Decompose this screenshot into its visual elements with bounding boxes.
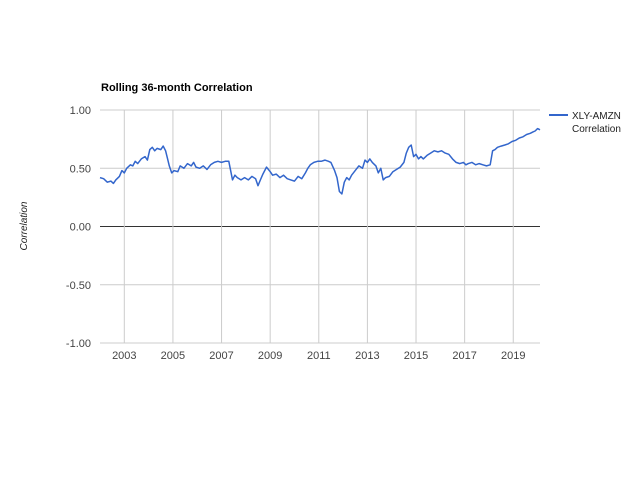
x-tick-label: 2019 bbox=[501, 350, 525, 362]
legend-label: XLY-AMZN bbox=[572, 111, 621, 122]
x-tick-label: 2003 bbox=[112, 350, 136, 362]
x-tick-label: 2007 bbox=[209, 350, 233, 362]
y-axis-label: Correlation bbox=[19, 201, 30, 250]
y-tick-label: 1.00 bbox=[70, 105, 91, 117]
y-tick-label: -1.00 bbox=[66, 338, 91, 350]
x-tick-label: 2017 bbox=[452, 350, 476, 362]
x-tick-label: 2015 bbox=[404, 350, 428, 362]
axis-layer: 1.00 0.50 0.00 -0.50 -1.00 2003 2005 2007 2009 20… bbox=[66, 105, 526, 362]
y-tick-label: 0.00 bbox=[70, 222, 91, 234]
legend-label: Correlation bbox=[572, 124, 621, 135]
y-tick-label: 0.50 bbox=[70, 163, 91, 175]
series-line bbox=[99, 127, 541, 195]
series-layer bbox=[99, 127, 541, 195]
x-tick-label: 2013 bbox=[355, 350, 379, 362]
y-tick-label: -0.50 bbox=[66, 280, 91, 292]
legend: XLY-AMZN Correlation bbox=[549, 111, 621, 135]
grid-layer bbox=[100, 109, 540, 344]
chart-title: Rolling 36-month Correlation bbox=[101, 82, 253, 94]
x-tick-label: 2011 bbox=[307, 350, 331, 362]
x-tick-label: 2009 bbox=[258, 350, 282, 362]
x-tick-label: 2005 bbox=[161, 350, 185, 362]
